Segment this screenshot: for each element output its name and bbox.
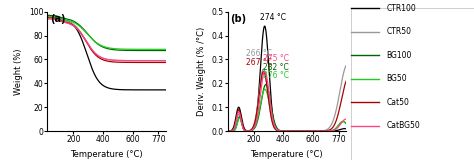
Text: 276 °C: 276 °C	[263, 71, 289, 80]
Text: 275 °C: 275 °C	[263, 54, 289, 63]
Text: Cat50: Cat50	[387, 98, 410, 107]
Text: (a): (a)	[50, 14, 65, 24]
Y-axis label: Weight (%): Weight (%)	[14, 48, 23, 95]
Text: 274 °C: 274 °C	[260, 13, 286, 23]
X-axis label: Temperature (°C): Temperature (°C)	[70, 150, 143, 159]
Text: CTR100: CTR100	[387, 4, 416, 13]
Text: 267 °C: 267 °C	[246, 58, 273, 67]
Text: CTR50: CTR50	[387, 27, 411, 36]
Y-axis label: Deriv. Weight (% /°C): Deriv. Weight (% /°C)	[197, 27, 206, 116]
X-axis label: Temperature (°C): Temperature (°C)	[250, 150, 323, 159]
Text: BG50: BG50	[387, 74, 407, 83]
Text: 282 °C: 282 °C	[263, 63, 289, 72]
Text: (b): (b)	[230, 14, 246, 24]
Text: BG100: BG100	[387, 51, 412, 60]
Text: CatBG50: CatBG50	[387, 121, 420, 130]
Text: 266 °C: 266 °C	[246, 49, 273, 58]
